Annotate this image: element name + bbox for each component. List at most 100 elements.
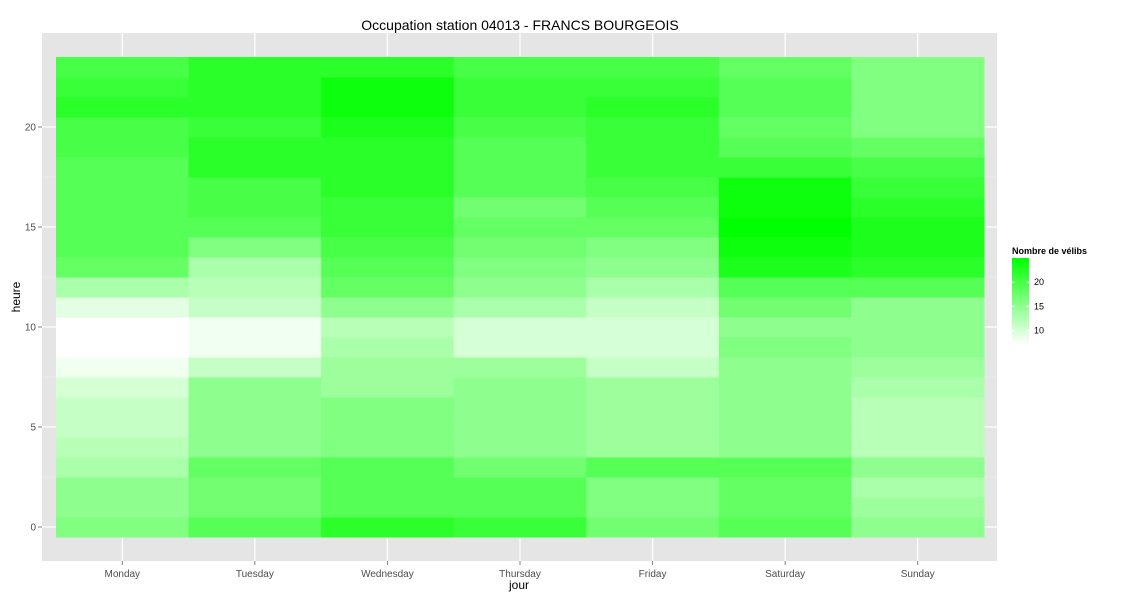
heatmap-tile bbox=[718, 397, 852, 418]
heatmap-tile bbox=[321, 117, 455, 138]
heatmap-tile bbox=[586, 217, 720, 238]
heatmap-tile bbox=[321, 97, 455, 118]
heatmap-tile bbox=[321, 77, 455, 98]
heatmap-tile bbox=[586, 517, 720, 538]
heatmap-tile bbox=[586, 477, 720, 498]
heatmap-tile bbox=[56, 57, 190, 78]
heatmap-tile bbox=[321, 197, 455, 218]
legend-tick-label: 10 bbox=[1034, 326, 1044, 336]
heatmap-tile bbox=[321, 317, 455, 338]
heatmap-tile bbox=[851, 497, 985, 518]
heatmap-tile bbox=[56, 337, 190, 358]
heatmap-tile bbox=[453, 137, 587, 158]
x-tick-label: Sunday bbox=[901, 569, 935, 580]
heatmap-tile bbox=[851, 57, 985, 78]
heatmap-tile bbox=[851, 377, 985, 398]
heatmap-tile bbox=[56, 157, 190, 178]
heatmap-tile bbox=[56, 377, 190, 398]
heatmap-tile bbox=[586, 457, 720, 478]
heatmap-tile bbox=[56, 517, 190, 538]
heatmap-tile bbox=[453, 77, 587, 98]
heatmap-tile bbox=[586, 377, 720, 398]
heatmap-tile bbox=[453, 257, 587, 278]
heatmap-tile bbox=[851, 177, 985, 198]
y-axis-title: heure bbox=[9, 281, 23, 312]
heatmap-tile bbox=[851, 357, 985, 378]
heatmap-tile bbox=[321, 177, 455, 198]
heatmap-tile bbox=[453, 477, 587, 498]
heatmap-tile bbox=[718, 377, 852, 398]
heatmap-tile bbox=[321, 277, 455, 298]
heatmap-tile bbox=[851, 117, 985, 138]
heatmap-tile bbox=[851, 97, 985, 118]
legend-tick-label: 20 bbox=[1034, 277, 1044, 287]
heatmap-tile bbox=[718, 257, 852, 278]
heatmap-tile bbox=[188, 397, 322, 418]
heatmap-tile bbox=[718, 457, 852, 478]
heatmap-tile bbox=[453, 497, 587, 518]
heatmap-tile bbox=[188, 137, 322, 158]
heatmap-tile bbox=[188, 317, 322, 338]
x-tick-label: Thursday bbox=[499, 569, 541, 580]
heatmap-tile bbox=[453, 337, 587, 358]
heatmap-tile bbox=[188, 437, 322, 458]
heatmap-tile bbox=[718, 417, 852, 438]
heatmap-tile bbox=[586, 357, 720, 378]
heatmap-tile bbox=[188, 97, 322, 118]
heatmap-tile bbox=[718, 277, 852, 298]
heatmap-tile bbox=[56, 257, 190, 278]
heatmap-tile bbox=[586, 57, 720, 78]
heatmap-tile bbox=[188, 237, 322, 258]
heatmap-tile bbox=[851, 317, 985, 338]
heatmap-tile bbox=[718, 137, 852, 158]
heatmap-tile bbox=[851, 157, 985, 178]
heatmap-tile bbox=[851, 417, 985, 438]
heatmap-tile bbox=[718, 317, 852, 338]
legend-title: Nombre de vélibs bbox=[1012, 246, 1087, 256]
heatmap-tile bbox=[188, 257, 322, 278]
heatmap-tile bbox=[851, 237, 985, 258]
heatmap-tile bbox=[321, 57, 455, 78]
y-tick-label: 0 bbox=[30, 523, 36, 534]
heatmap-tile bbox=[453, 277, 587, 298]
heatmap-tile bbox=[453, 297, 587, 318]
heatmap-tile bbox=[188, 277, 322, 298]
heatmap-tile bbox=[453, 377, 587, 398]
heatmap-tile bbox=[56, 357, 190, 378]
heatmap-tile bbox=[851, 457, 985, 478]
y-axis: 0 5 10 15 20 bbox=[25, 123, 42, 534]
heatmap-tile bbox=[188, 117, 322, 138]
heatmap-tile bbox=[586, 397, 720, 418]
heatmap-tile bbox=[188, 77, 322, 98]
heatmap-tile bbox=[56, 217, 190, 238]
heatmap-tile bbox=[718, 357, 852, 378]
heatmap-tile bbox=[851, 197, 985, 218]
x-tick-label: Monday bbox=[104, 569, 140, 580]
y-tick-label: 10 bbox=[25, 323, 37, 334]
heatmap-tile bbox=[851, 77, 985, 98]
heatmap-tile bbox=[453, 57, 587, 78]
heatmap-tile bbox=[321, 297, 455, 318]
heatmap-tile bbox=[718, 517, 852, 538]
heatmap-tile bbox=[453, 437, 587, 458]
heatmap-tile bbox=[188, 357, 322, 378]
heatmap-tile bbox=[453, 217, 587, 238]
heatmap-tile bbox=[56, 117, 190, 138]
heatmap-tile bbox=[188, 417, 322, 438]
heatmap-tile bbox=[56, 277, 190, 298]
heatmap-tile bbox=[188, 177, 322, 198]
y-tick-label: 15 bbox=[25, 223, 37, 234]
heatmap-tile bbox=[56, 497, 190, 518]
heatmap-tile bbox=[718, 157, 852, 178]
x-tick-label: Friday bbox=[639, 569, 667, 580]
heatmap-tile bbox=[586, 137, 720, 158]
heatmap-tile bbox=[586, 277, 720, 298]
heatmap-tile bbox=[586, 157, 720, 178]
heatmap-tile bbox=[321, 357, 455, 378]
heatmap-tile bbox=[718, 237, 852, 258]
heatmap-tile bbox=[718, 77, 852, 98]
heatmap-tile bbox=[851, 137, 985, 158]
heatmap-tile bbox=[851, 277, 985, 298]
legend-tick-label: 15 bbox=[1034, 301, 1044, 311]
heatmap-tile bbox=[188, 457, 322, 478]
